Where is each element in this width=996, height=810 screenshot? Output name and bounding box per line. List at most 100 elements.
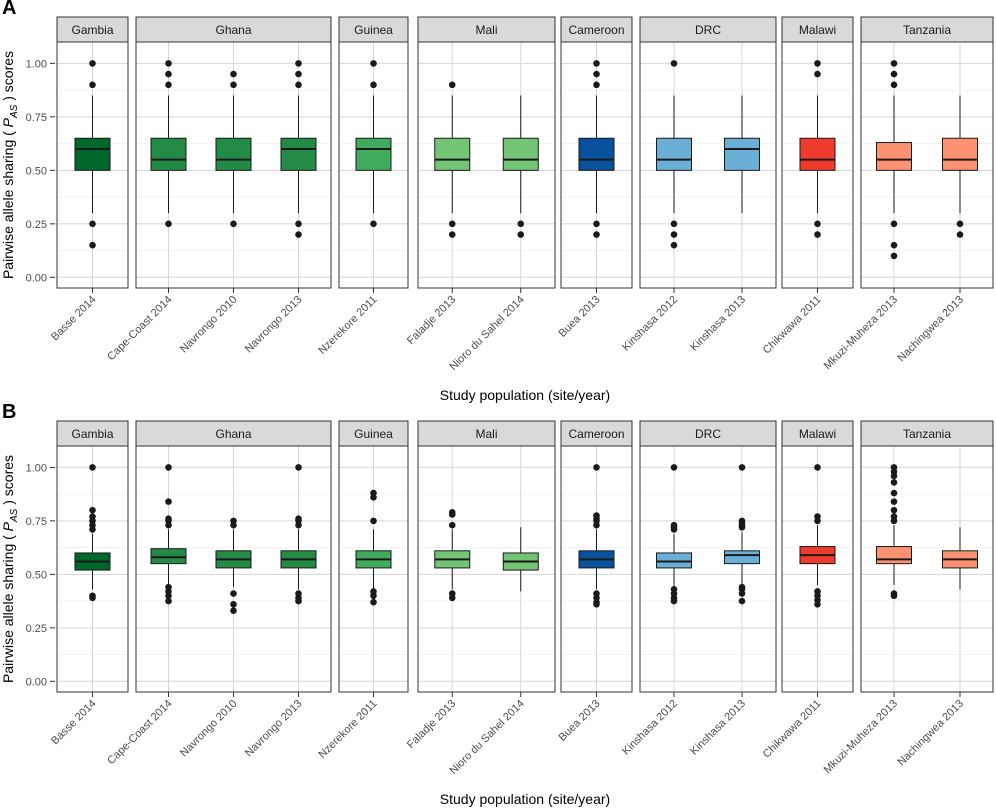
facet-drc: DRC Kinshasa 2012 Kinshasa 2013 (620, 420, 777, 758)
box-iqr (876, 546, 912, 565)
outlier-point (890, 70, 898, 78)
box-iqr (502, 137, 539, 171)
x-tick-label: Faladje 2013 (405, 294, 458, 347)
facet-strip-label: Gambia (71, 427, 113, 441)
facet-strip (56, 16, 129, 43)
x-tick-label: Nioro du Sahel 2014 (447, 698, 526, 777)
y-tick-label: 0.75 (26, 112, 47, 124)
x-tick-label: Navrongo 2013 (243, 294, 305, 356)
outlier-point (956, 231, 964, 238)
facet-border (781, 445, 854, 693)
x-tick-label: Chikwawa 2011 (761, 294, 824, 357)
facet-strip (338, 420, 409, 447)
facet-strip-label: Malawi (799, 427, 836, 441)
y-tick-label: 0.00 (26, 676, 47, 688)
x-tick-label: Basse 2014 (49, 294, 99, 344)
boxplot-nzerekore-2011 (355, 60, 392, 228)
facet-strip (135, 16, 332, 43)
x-tick-label: Navrongo 2010 (178, 294, 240, 356)
boxplot-nachingwea-2013 (942, 527, 978, 590)
facet-strip-label: Gambia (71, 23, 113, 37)
boxplot-chikwawa-2011 (799, 464, 836, 608)
y-tick-label: 0.50 (26, 569, 47, 581)
outlier-point (165, 498, 172, 505)
outlier-point (814, 231, 821, 238)
outlier-point (295, 70, 302, 78)
x-tick-label: Navrongo 2013 (243, 698, 305, 760)
facet-cameroon: Cameroon Buea 2013 (557, 420, 633, 744)
outlier-point (670, 60, 678, 67)
panel-b: B 0.00 0.25 0.50 0.75 1.00 Pairwise allele sha… (0, 401, 994, 807)
boxplot-nachingwea-2013 (942, 95, 978, 238)
facet-strip-label: Mali (475, 23, 497, 37)
outlier-point (814, 588, 821, 595)
x-tick-label: Faladje 2013 (405, 698, 458, 751)
y-axis-title-prefix: Pairwise allele sharing ( (0, 127, 16, 279)
outlier-point (448, 231, 456, 238)
x-tick-label: Mkuzi-Muheza 2013 (822, 698, 901, 777)
outlier-point (448, 81, 456, 89)
y-tick-label: 0.50 (26, 165, 47, 177)
facet-border (560, 41, 633, 289)
outlier-point (670, 231, 678, 238)
outlier-point (593, 464, 600, 471)
facet-border (860, 445, 994, 693)
x-tick-label: Kinshasa 2012 (620, 294, 680, 354)
outlier-point (89, 241, 96, 249)
outlier-point (370, 81, 377, 89)
boxplot-cape-coast-2014 (150, 464, 187, 605)
outlier-point (89, 81, 96, 89)
panel-a: A 0.00 0.25 0.50 0.75 1.00 Pairwise allele sha… (0, 0, 994, 403)
facet-drc: DRC Kinshasa 2012 Kinshasa 2013 (620, 16, 777, 354)
boxplot-nzerekore-2011 (355, 489, 392, 606)
boxplot-kinshasa-2013 (724, 95, 760, 214)
facet-gambia: Gambia Basse 2014 (49, 16, 129, 344)
outlier-point (295, 515, 302, 523)
facet-strip-label: Cameroon (568, 23, 624, 37)
outlier-point (165, 70, 172, 78)
outlier-point (670, 586, 678, 593)
outlier-point (370, 598, 377, 606)
facet-strip-label: Ghana (215, 427, 251, 441)
boxplot-navrongo-2013 (280, 60, 317, 238)
boxplot-navrongo-2013 (280, 464, 317, 605)
x-tick-label: Basse 2014 (49, 698, 99, 748)
outlier-point (593, 231, 600, 238)
facet-strip (417, 16, 556, 43)
outlier-point (230, 600, 237, 608)
outlier-point (89, 506, 96, 514)
outlier-point (517, 231, 525, 238)
boxplot-faladje-2013 (434, 509, 471, 602)
facet-strip-label: Cameroon (568, 427, 624, 441)
facet-background (861, 446, 993, 692)
outlier-point (890, 506, 898, 514)
box-iqr (74, 137, 111, 171)
outlier-point (295, 220, 302, 228)
outlier-point (814, 513, 821, 520)
facet-strip-label: DRC (695, 427, 721, 441)
outlier-point (295, 590, 302, 597)
box-iqr (799, 137, 836, 171)
facet-border (639, 41, 777, 289)
boxplot-basse-2014 (74, 60, 111, 249)
outlier-point (670, 241, 678, 249)
outlier-point (593, 590, 600, 597)
x-axis-title: Study population (site/year) (440, 791, 610, 807)
box-iqr (215, 137, 252, 171)
facet-border (135, 41, 332, 289)
outlier-point (814, 220, 821, 228)
panel-letter: A (2, 0, 16, 19)
x-tick-label: Cape-Coast 2014 (105, 294, 174, 363)
outlier-point (517, 220, 525, 228)
outlier-point (230, 220, 237, 228)
box-iqr (724, 137, 760, 171)
outlier-point (448, 509, 456, 516)
outlier-point (890, 489, 898, 497)
outlier-point (890, 479, 898, 486)
outlier-point (890, 81, 898, 89)
box-iqr (150, 137, 187, 171)
y-tick-label: 0.25 (26, 219, 47, 231)
outlier-point (230, 517, 237, 525)
facet-border (338, 445, 409, 693)
